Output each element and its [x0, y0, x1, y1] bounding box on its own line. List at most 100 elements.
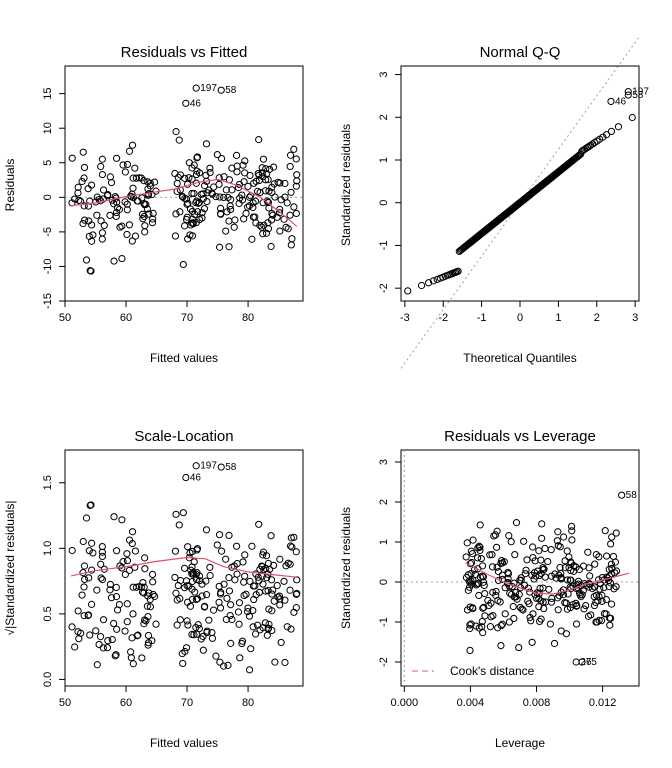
data-point	[287, 188, 295, 196]
data-point	[129, 174, 137, 182]
data-point	[146, 182, 154, 190]
data-point	[511, 551, 519, 559]
data-point	[533, 567, 542, 575]
data-point	[98, 155, 106, 163]
plot-title: Normal Q-Q	[480, 44, 561, 61]
data-point	[152, 620, 160, 628]
labeled-point	[578, 658, 586, 666]
data-point	[504, 570, 513, 578]
data-point	[176, 576, 185, 585]
data-point	[244, 608, 252, 616]
data-point	[262, 165, 270, 173]
data-point	[559, 586, 568, 594]
data-point	[521, 570, 530, 578]
y-tick-label: 1.0	[42, 541, 54, 556]
data-point	[141, 565, 149, 573]
data-point	[255, 136, 263, 144]
data-point	[132, 174, 141, 182]
plot-frame	[400, 449, 640, 687]
data-point	[557, 575, 565, 583]
data-point	[192, 595, 200, 604]
data-point	[262, 229, 271, 237]
data-point	[222, 227, 230, 235]
data-point	[612, 529, 620, 537]
data-point	[123, 206, 131, 214]
data-point	[139, 215, 147, 223]
x-axis-label: Fitted values	[150, 351, 218, 365]
data-point	[233, 168, 241, 176]
data-point	[112, 593, 121, 601]
data-point	[176, 594, 184, 603]
data-point	[86, 631, 94, 639]
data-point	[149, 590, 157, 599]
data-point	[108, 635, 116, 644]
x-tick-label: -3	[400, 312, 410, 324]
data-point	[222, 186, 230, 194]
data-point	[249, 203, 257, 212]
data-point	[203, 628, 211, 637]
data-point	[479, 604, 487, 612]
data-point	[149, 578, 157, 586]
data-point	[98, 170, 107, 179]
data-point	[500, 558, 508, 566]
data-point	[609, 552, 618, 561]
data-point	[217, 154, 226, 163]
data-point	[93, 586, 101, 594]
y-tick-label: 0.0	[42, 672, 54, 687]
data-point	[486, 623, 495, 631]
data-point	[139, 578, 147, 587]
data-point	[568, 527, 576, 535]
data-point	[68, 546, 76, 555]
data-point	[87, 181, 96, 189]
data-point	[236, 194, 244, 202]
data-point	[463, 539, 471, 547]
data-point	[530, 575, 538, 583]
data-point	[248, 235, 256, 243]
data-point	[528, 638, 536, 646]
data-point	[477, 554, 485, 563]
data-point	[468, 604, 477, 612]
data-point	[505, 532, 513, 540]
data-point	[241, 572, 249, 580]
data-point	[123, 600, 131, 608]
data-point	[188, 175, 196, 183]
data-point	[220, 193, 228, 202]
data-point	[93, 661, 101, 669]
data-point	[276, 227, 284, 235]
data-point	[143, 205, 151, 213]
data-point	[188, 570, 196, 578]
data-point	[271, 193, 279, 201]
data-point	[172, 510, 180, 518]
data-point	[244, 182, 252, 190]
plot-frame	[64, 449, 304, 687]
data-point	[531, 591, 539, 599]
data-point	[74, 189, 82, 197]
data-point	[89, 231, 97, 239]
data-point	[241, 157, 249, 165]
data-point	[80, 612, 88, 620]
data-point	[81, 216, 89, 224]
data-point	[467, 620, 475, 628]
data-point	[265, 565, 274, 573]
data-point	[172, 210, 180, 218]
data-point	[179, 193, 187, 201]
data-point	[262, 587, 270, 595]
data-point	[71, 195, 79, 203]
data-point	[490, 532, 498, 540]
data-point	[216, 204, 225, 212]
data-point	[524, 584, 532, 592]
data-point	[497, 641, 505, 650]
data-point	[129, 184, 137, 192]
data-point	[479, 629, 487, 637]
data-point	[488, 551, 496, 559]
data-point	[259, 230, 267, 238]
data-point	[535, 603, 543, 611]
data-point	[225, 217, 233, 225]
data-point	[271, 658, 279, 666]
data-point	[512, 519, 521, 527]
data-point	[535, 547, 543, 555]
data-point	[121, 627, 129, 635]
data-point	[112, 212, 120, 220]
data-point	[286, 162, 294, 171]
data-point	[118, 254, 126, 263]
